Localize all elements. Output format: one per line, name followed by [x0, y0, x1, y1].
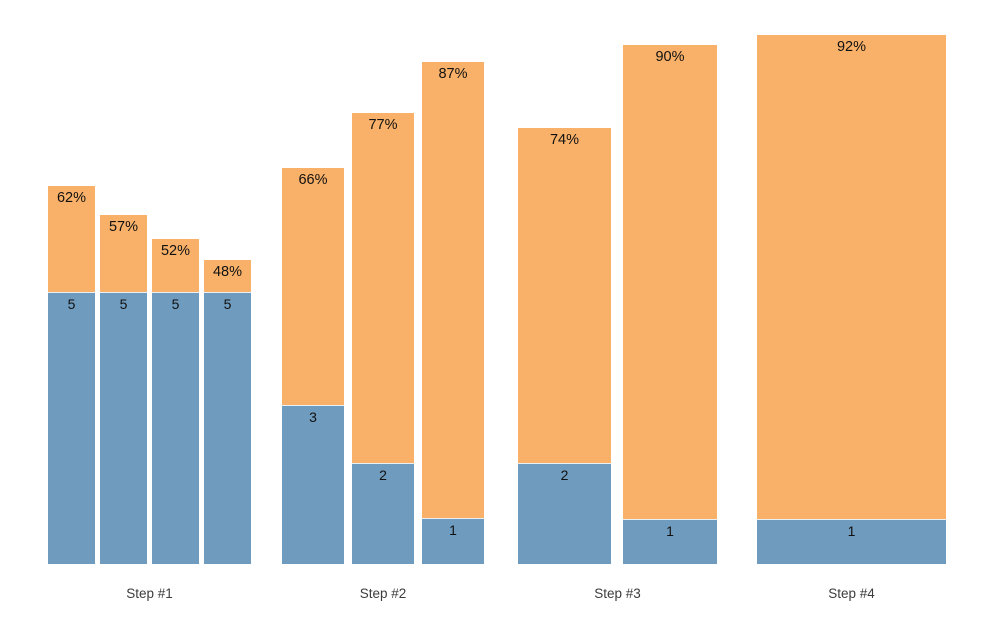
bar-percent-label: 77% [368, 117, 398, 133]
bar-percent-label: 48% [212, 264, 243, 280]
bar-bottom-segment [100, 292, 147, 564]
bar-count-label: 1 [847, 523, 856, 539]
bar-percent-label: 57% [108, 219, 139, 235]
bar-top-segment [48, 186, 95, 292]
bar-bottom-segment [518, 463, 611, 564]
x-axis-group-label: Step #4 [828, 586, 875, 601]
bar-top-segment [623, 45, 717, 519]
bar-percent-label: 66% [298, 172, 328, 188]
bar-top-segment [204, 260, 251, 292]
bar-top-segment [422, 62, 484, 518]
bar-top-segment [282, 168, 344, 405]
bar-percent-label: 74% [549, 132, 580, 148]
bar-bottom-segment [757, 519, 946, 564]
bar-count-label: 5 [67, 296, 76, 312]
bar-percent-label: 52% [160, 243, 191, 259]
bar-count-label: 3 [309, 409, 317, 425]
bar-count-label: 1 [449, 522, 457, 538]
bar-count-label: 2 [560, 467, 569, 483]
bar-top-segment [757, 35, 946, 519]
bar-percent-label: 87% [438, 66, 468, 82]
bar-percent-label: 92% [836, 39, 867, 55]
bar-bottom-segment [623, 519, 717, 564]
bar-top-segment [352, 113, 414, 463]
bar-bottom-segment [282, 405, 344, 564]
bar-count-label: 5 [171, 296, 180, 312]
bar-count-label: 5 [119, 296, 128, 312]
x-axis-group-label: Step #2 [359, 586, 407, 601]
bar-top-segment [100, 215, 147, 292]
bar-count-label: 1 [666, 523, 674, 539]
bar-top-segment [518, 128, 611, 463]
bar-bottom-segment [352, 463, 414, 564]
bar-count-label: 5 [223, 296, 232, 312]
bar-percent-label: 90% [655, 49, 685, 65]
x-axis-group-label: Step #1 [126, 586, 173, 601]
bar-bottom-segment [422, 518, 484, 564]
x-axis-group-label: Step #3 [594, 586, 641, 601]
bar-count-label: 2 [379, 467, 387, 483]
bar-bottom-segment [152, 292, 199, 564]
bar-top-segment [152, 239, 199, 292]
bar-bottom-segment [204, 292, 251, 564]
bar-bottom-segment [48, 292, 95, 564]
bar-percent-label: 62% [56, 190, 87, 206]
